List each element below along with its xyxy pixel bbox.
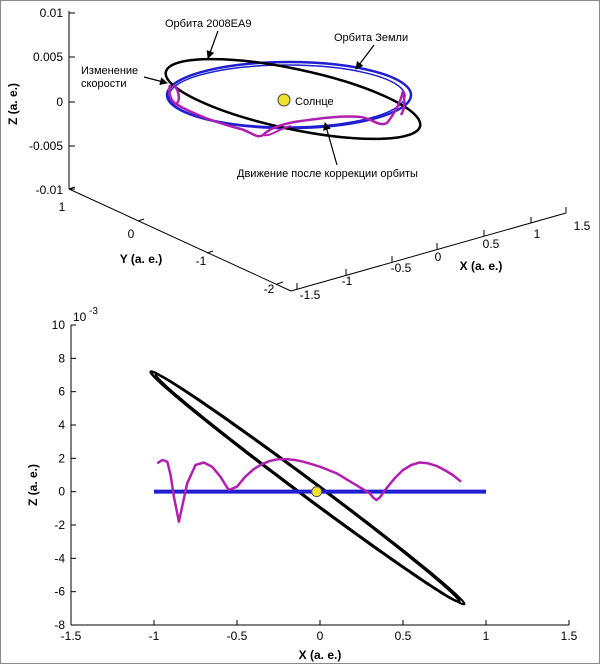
label-speed-change: Изменение скорости — [81, 65, 141, 90]
y-tick-label: 0 — [128, 227, 135, 241]
x-tick-label: -0.5 — [227, 629, 248, 643]
x-ticks-3d — [296, 207, 567, 289]
plot-area-xz — [71, 325, 569, 625]
z-tick-label: -2 — [54, 518, 65, 532]
asteroid-orbit-3d — [164, 57, 422, 141]
exponent-base: 10 — [73, 310, 87, 324]
y-tick-label: 1 — [59, 200, 66, 214]
x-tick-label: 1 — [483, 629, 490, 643]
x-tick-label: 0 — [435, 250, 442, 264]
y-axis-label-3d: Y (a. e.) — [120, 252, 162, 266]
z-tick-label: 8 — [58, 351, 65, 365]
arrow-orbit-earth — [355, 44, 375, 70]
x-tick-label: -1 — [342, 274, 353, 288]
z-tick-label: -8 — [54, 618, 65, 632]
label-orbit-earth: Орбита Земли — [334, 32, 408, 44]
z-tick-label: -0.005 — [29, 139, 63, 153]
z-ticks-3d — [69, 12, 75, 190]
label-speed-change-line2: скорости — [81, 78, 126, 90]
exponent-power: -3 — [89, 306, 98, 317]
y-ticks-3d — [68, 186, 284, 285]
x-tick-label: 1.5 — [561, 629, 578, 643]
z-tick-label: 4 — [58, 418, 65, 432]
trajectory-3d — [168, 83, 406, 138]
z-tick-label: -6 — [54, 585, 65, 599]
trajectory-3d-part — [262, 125, 292, 137]
sun-3d — [277, 93, 291, 107]
chart-3d: 0.01 0.005 0 -0.005 -0.01 Z (a. e.) 1 0 … — [6, 6, 591, 302]
y-tick-label: -2 — [264, 282, 275, 296]
label-after-correction: Движение после коррекции орбиты — [237, 168, 418, 180]
x-axis-label-3d: X (a. e.) — [460, 259, 503, 273]
x-tick-label: 0.5 — [395, 629, 412, 643]
x-tick-label: 1 — [534, 227, 541, 241]
x-tick-label: -1 — [149, 629, 160, 643]
label-speed-change-line1: Изменение — [81, 65, 138, 77]
x-tick-label: -0.5 — [391, 261, 412, 275]
x-tick-label: 0.5 — [483, 237, 500, 251]
z-tick-label: 0.005 — [33, 50, 63, 64]
z-tick-label: -4 — [54, 551, 65, 565]
sun-xz — [311, 486, 323, 498]
y-tick-label: -1 — [196, 254, 207, 268]
y-axis-line — [68, 188, 292, 292]
x-tick-label: -1.5 — [300, 288, 321, 302]
arrow-speed-change — [143, 76, 168, 86]
x-tick-label: -1.5 — [61, 629, 82, 643]
z-tick-label: 0.01 — [40, 6, 64, 20]
ticks-xz: -1.5 -1 -0.5 0 0.5 1 1.5 -8 -6 -4 -2 0 2 4 6 8 10 — [52, 318, 578, 643]
label-sun: Солнце — [295, 96, 334, 108]
z-tick-label: 6 — [58, 385, 65, 399]
arrow-after-correction — [323, 122, 338, 166]
x-tick-label: 1.5 — [574, 219, 591, 233]
x-axis-line — [290, 212, 567, 292]
x-axis-label-xz: X (a. e.) — [299, 648, 342, 662]
series-xz — [149, 370, 486, 606]
y-axis-label-xz: Z (a. e.) — [26, 464, 40, 506]
trajectory-xz — [156, 457, 462, 523]
asteroid-orbit-xz-pass2 — [154, 373, 466, 606]
z-tick-label: -0.01 — [36, 183, 64, 197]
x-tick-label: 0 — [317, 629, 324, 643]
z-tick-label: 0 — [58, 485, 65, 499]
label-orbit-2008ea9: Орбита 2008EA9 — [165, 18, 251, 30]
chart-3d-axes — [68, 11, 567, 292]
z-tick-label: 2 — [58, 451, 65, 465]
z-axis-label-3d: Z (a. e.) — [6, 83, 20, 125]
arrow-orbit-2008ea9 — [206, 30, 219, 59]
z-tick-label: 10 — [52, 318, 66, 332]
z-tick-label: 0 — [56, 95, 63, 109]
